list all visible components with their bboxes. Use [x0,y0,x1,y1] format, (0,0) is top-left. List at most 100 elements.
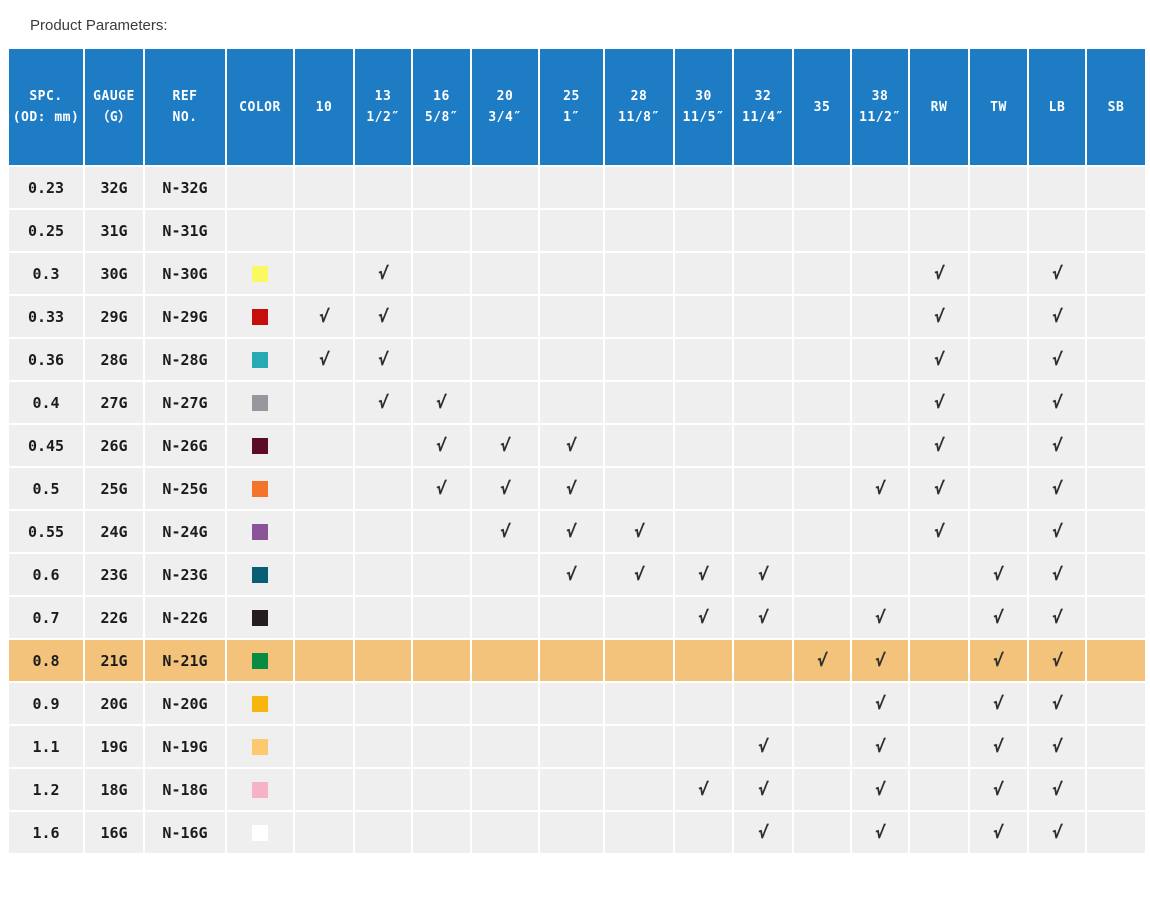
checkmark-icon: √ [697,607,710,628]
cell-check-c28 [603,380,675,425]
cell-check-c20: √ [470,423,540,468]
table-row: 0.6 23G N-23G √ √ √ √ √ √ [7,552,1147,597]
column-header-line: 11/2″ [859,110,901,125]
cell-check-c10: √ [293,337,355,382]
cell-spc: 0.23 [7,165,85,210]
checkmark-icon: √ [317,306,331,327]
cell-check-c16 [411,638,472,683]
table-row: 0.7 22G N-22G √ √ √ √ √ [7,595,1147,640]
cell-check-c10 [293,251,355,296]
cell-check-c35 [792,423,852,468]
checkmark-icon: √ [932,392,946,413]
checkmark-icon: √ [376,349,390,370]
cell-check-c38: √ [850,767,910,812]
cell-check-c20: √ [470,466,540,511]
checkmark-icon: √ [1050,435,1064,456]
cell-check-c13 [353,810,413,855]
cell-check-c16 [411,595,472,640]
cell-check-c28 [603,423,675,468]
table-row-highlighted: 0.8 21G N-21G √ √ √ √ [7,638,1147,683]
cell-check-c20 [470,724,540,769]
cell-check-lb: √ [1027,466,1087,511]
checkmark-icon: √ [1050,693,1064,714]
cell-check-c13 [353,208,413,253]
cell-gauge: 18G [83,767,145,812]
cell-check-c25 [538,767,605,812]
cell-check-sb [1085,681,1147,726]
column-header-ref: REF NO. [143,47,227,167]
cell-check-rw: √ [908,337,970,382]
cell-check-lb [1027,165,1087,210]
cell-check-c13 [353,724,413,769]
cell-check-c30 [673,681,734,726]
checkmark-icon: √ [873,478,887,499]
cell-check-c25 [538,810,605,855]
cell-check-rw: √ [908,423,970,468]
checkmark-icon: √ [1050,564,1064,585]
cell-gauge: 32G [83,165,145,210]
cell-check-c30 [673,165,734,210]
cell-check-sb [1085,337,1147,382]
cell-check-lb: √ [1027,595,1087,640]
cell-check-sb [1085,509,1147,554]
color-swatch [252,524,268,540]
cell-check-c10 [293,552,355,597]
cell-check-c13: √ [353,294,413,339]
cell-check-c16 [411,509,472,554]
column-header-tw: TW [968,47,1029,167]
cell-check-tw [968,251,1029,296]
cell-check-c20: √ [470,509,540,554]
cell-check-c10: √ [293,294,355,339]
cell-check-rw [908,681,970,726]
column-header-c32: 32 11/4″ [732,47,794,167]
checkmark-icon: √ [932,478,946,499]
cell-check-sb [1085,552,1147,597]
checkmark-icon: √ [1050,736,1064,757]
column-header-line: RW [930,99,948,115]
cell-check-c32 [732,165,794,210]
cell-gauge: 22G [83,595,145,640]
cell-spc: 1.1 [7,724,85,769]
color-swatch [252,739,268,755]
cell-check-c30 [673,208,734,253]
cell-check-c38: √ [850,595,910,640]
color-swatch [252,266,268,282]
cell-check-rw [908,595,970,640]
cell-check-sb [1085,208,1147,253]
cell-check-c38 [850,380,910,425]
cell-check-c16 [411,681,472,726]
cell-color [225,638,295,683]
checkmark-icon: √ [1050,349,1064,370]
table-header: SPC. (OD: mm) GAUGE （G） REF NO. COLOR 10 13 1/2″ 1… [7,47,1147,167]
cell-check-lb: √ [1027,767,1087,812]
cell-gauge: 25G [83,466,145,511]
cell-spc: 0.36 [7,337,85,382]
checkmark-icon: √ [873,736,887,757]
table-row: 0.36 28G N-28G √ √ √ √ [7,337,1147,382]
column-header-line: 38 [871,89,889,104]
column-header-line: 13 [374,89,392,104]
column-header-lb: LB [1027,47,1087,167]
cell-check-c30 [673,810,734,855]
checkmark-icon: √ [565,435,578,456]
column-header-sb: SB [1085,47,1147,167]
cell-check-c16 [411,208,472,253]
column-header-color: COLOR [225,47,295,167]
cell-check-c32 [732,509,794,554]
table-row: 0.55 24G N-24G √ √ √ √ √ [7,509,1147,554]
checkmark-icon: √ [992,736,1005,757]
cell-check-c30 [673,337,734,382]
cell-check-c28: √ [603,509,675,554]
cell-color [225,165,295,210]
cell-check-c16 [411,251,472,296]
cell-check-tw [968,466,1029,511]
column-header-c30: 30 11/5″ [673,47,734,167]
cell-check-c20 [470,681,540,726]
cell-ref: N-24G [143,509,227,554]
cell-check-c28 [603,337,675,382]
cell-check-c35 [792,466,852,511]
cell-check-rw [908,810,970,855]
cell-check-lb: √ [1027,509,1087,554]
checkmark-icon: √ [992,607,1005,628]
column-header-line: 5/8″ [424,110,459,125]
